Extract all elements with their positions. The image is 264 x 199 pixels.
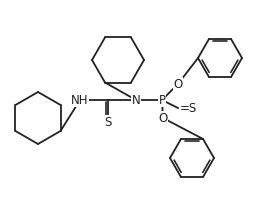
Text: =S: =S <box>180 101 197 114</box>
Text: P: P <box>158 94 166 106</box>
Text: NH: NH <box>71 94 89 106</box>
Text: N: N <box>132 94 140 106</box>
Text: O: O <box>158 111 168 125</box>
Text: S: S <box>104 115 112 129</box>
Text: O: O <box>173 77 183 91</box>
